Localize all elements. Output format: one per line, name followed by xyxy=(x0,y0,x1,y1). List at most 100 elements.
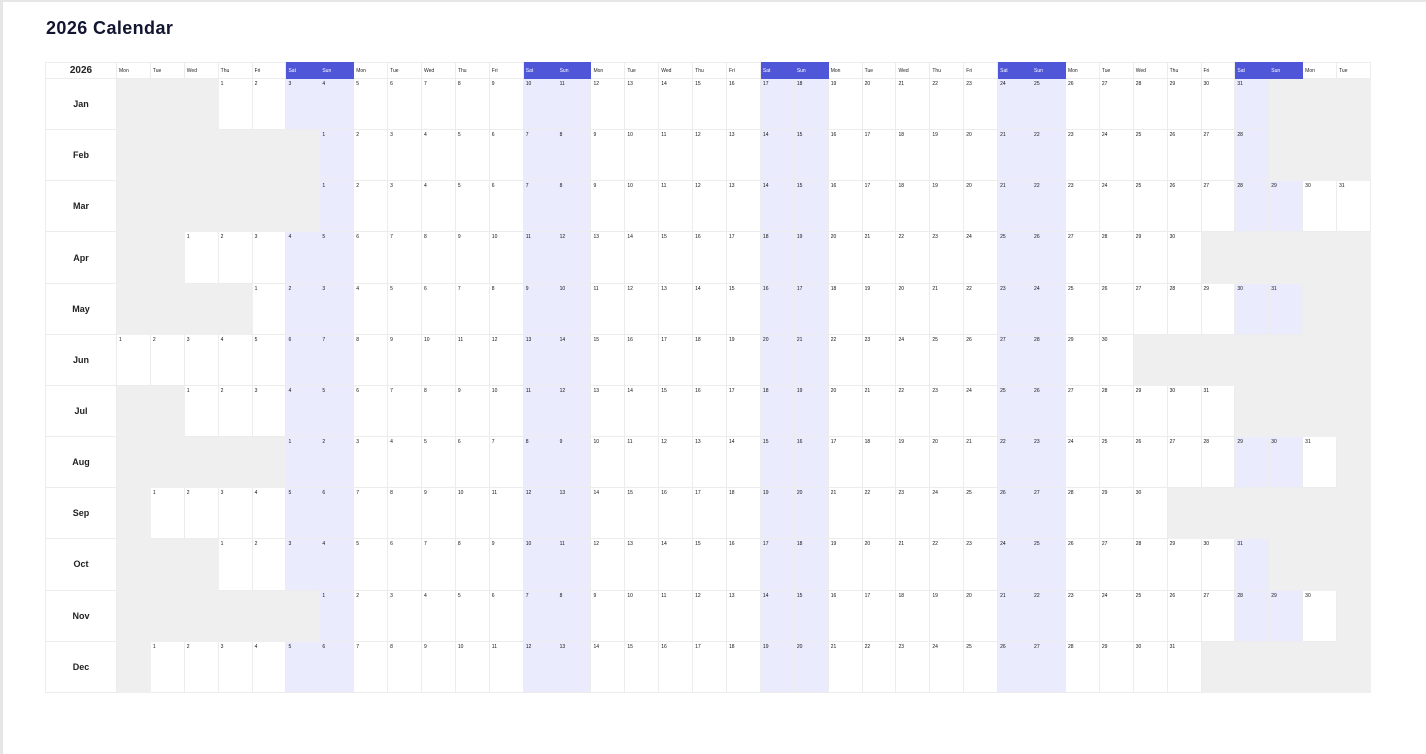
day-cell[interactable]: 14 xyxy=(693,283,728,335)
day-cell[interactable]: 29 xyxy=(1099,641,1134,693)
day-cell[interactable]: 12 xyxy=(489,334,524,386)
day-cell[interactable]: 21 xyxy=(998,590,1033,642)
day-cell[interactable]: 27 xyxy=(1201,590,1236,642)
day-cell[interactable]: 24 xyxy=(1099,590,1134,642)
day-cell[interactable]: 17 xyxy=(760,79,795,131)
day-cell[interactable]: 19 xyxy=(727,334,761,386)
day-cell[interactable]: 25 xyxy=(1065,283,1100,335)
day-cell[interactable]: 19 xyxy=(930,181,965,233)
day-cell[interactable]: 17 xyxy=(760,539,795,591)
day-cell[interactable]: 14 xyxy=(760,181,795,233)
day-cell[interactable]: 23 xyxy=(964,79,999,131)
day-cell[interactable]: 19 xyxy=(794,385,829,438)
day-cell[interactable]: 13 xyxy=(727,590,761,642)
day-cell[interactable]: 28 xyxy=(1133,79,1168,131)
day-cell[interactable]: 17 xyxy=(862,130,897,182)
day-cell[interactable]: 10 xyxy=(625,181,660,233)
day-cell[interactable]: 11 xyxy=(591,283,626,335)
day-cell[interactable]: 24 xyxy=(1032,283,1066,335)
day-cell[interactable]: 10 xyxy=(625,130,660,182)
day-cell[interactable]: 3 xyxy=(218,641,253,693)
day-cell[interactable]: 3 xyxy=(354,437,389,489)
day-cell[interactable]: 17 xyxy=(693,488,728,540)
day-cell[interactable]: 5 xyxy=(354,79,389,131)
day-cell[interactable]: 6 xyxy=(422,283,456,335)
day-cell[interactable]: 2 xyxy=(320,437,355,489)
day-cell[interactable]: 21 xyxy=(930,283,965,335)
day-cell[interactable]: 30 xyxy=(1099,334,1134,386)
day-cell[interactable]: 6 xyxy=(489,590,524,642)
day-cell[interactable]: 31 xyxy=(1303,437,1338,489)
day-cell[interactable]: 31 xyxy=(1235,79,1270,131)
day-cell[interactable]: 15 xyxy=(625,488,660,540)
day-cell[interactable]: 23 xyxy=(930,232,965,284)
day-cell[interactable]: 5 xyxy=(388,283,423,335)
day-cell[interactable]: 9 xyxy=(489,539,524,591)
day-cell[interactable]: 16 xyxy=(794,437,829,489)
day-cell[interactable]: 13 xyxy=(591,385,626,438)
day-cell[interactable]: 12 xyxy=(693,181,728,233)
day-cell[interactable]: 29 xyxy=(1201,283,1236,335)
day-cell[interactable]: 6 xyxy=(388,539,423,591)
day-cell[interactable]: 4 xyxy=(286,232,321,284)
day-cell[interactable]: 14 xyxy=(659,539,694,591)
day-cell[interactable]: 16 xyxy=(727,539,761,591)
day-cell[interactable]: 2 xyxy=(252,539,287,591)
day-cell[interactable]: 22 xyxy=(1032,130,1066,182)
day-cell[interactable]: 31 xyxy=(1167,641,1202,693)
day-cell[interactable]: 8 xyxy=(523,437,558,489)
day-cell[interactable]: 19 xyxy=(896,437,931,489)
day-cell[interactable]: 22 xyxy=(964,283,999,335)
day-cell[interactable]: 9 xyxy=(523,283,558,335)
day-cell[interactable]: 29 xyxy=(1269,590,1304,642)
day-cell[interactable]: 22 xyxy=(998,437,1033,489)
day-cell[interactable]: 28 xyxy=(1133,539,1168,591)
day-cell[interactable]: 21 xyxy=(896,79,931,131)
day-cell[interactable]: 28 xyxy=(1065,641,1100,693)
day-cell[interactable]: 5 xyxy=(455,181,490,233)
day-cell[interactable]: 30 xyxy=(1303,590,1338,642)
day-cell[interactable]: 26 xyxy=(998,488,1033,540)
day-cell[interactable]: 20 xyxy=(862,79,897,131)
day-cell[interactable]: 7 xyxy=(523,181,558,233)
day-cell[interactable]: 17 xyxy=(727,232,761,284)
day-cell[interactable]: 27 xyxy=(1133,283,1168,335)
day-cell[interactable]: 20 xyxy=(828,232,863,284)
day-cell[interactable]: 9 xyxy=(591,130,626,182)
day-cell[interactable]: 14 xyxy=(760,130,795,182)
day-cell[interactable]: 23 xyxy=(930,385,965,438)
day-cell[interactable]: 5 xyxy=(286,641,321,693)
day-cell[interactable]: 9 xyxy=(455,385,490,438)
day-cell[interactable]: 25 xyxy=(1099,437,1134,489)
day-cell[interactable]: 10 xyxy=(557,283,592,335)
day-cell[interactable]: 20 xyxy=(964,181,999,233)
day-cell[interactable]: 19 xyxy=(828,539,863,591)
day-cell[interactable]: 28 xyxy=(1235,181,1270,233)
day-cell[interactable]: 12 xyxy=(557,232,592,284)
day-cell[interactable]: 18 xyxy=(896,590,931,642)
day-cell[interactable]: 9 xyxy=(455,232,490,284)
day-cell[interactable]: 20 xyxy=(794,641,829,693)
day-cell[interactable]: 10 xyxy=(591,437,626,489)
day-cell[interactable]: 22 xyxy=(862,488,897,540)
day-cell[interactable]: 7 xyxy=(354,641,389,693)
day-cell[interactable]: 16 xyxy=(760,283,795,335)
day-cell[interactable]: 10 xyxy=(455,641,490,693)
day-cell[interactable]: 8 xyxy=(422,232,456,284)
day-cell[interactable]: 11 xyxy=(523,232,558,284)
day-cell[interactable]: 6 xyxy=(489,130,524,182)
day-cell[interactable]: 5 xyxy=(286,488,321,540)
day-cell[interactable]: 17 xyxy=(794,283,829,335)
day-cell[interactable]: 23 xyxy=(1065,590,1100,642)
day-cell[interactable]: 13 xyxy=(523,334,558,386)
day-cell[interactable]: 13 xyxy=(557,488,592,540)
day-cell[interactable]: 2 xyxy=(354,181,389,233)
day-cell[interactable]: 24 xyxy=(930,641,965,693)
day-cell[interactable]: 18 xyxy=(896,181,931,233)
day-cell[interactable]: 4 xyxy=(388,437,423,489)
day-cell[interactable]: 6 xyxy=(388,79,423,131)
day-cell[interactable]: 16 xyxy=(828,130,863,182)
day-cell[interactable]: 16 xyxy=(625,334,660,386)
day-cell[interactable]: 25 xyxy=(998,385,1033,438)
day-cell[interactable]: 9 xyxy=(388,334,423,386)
